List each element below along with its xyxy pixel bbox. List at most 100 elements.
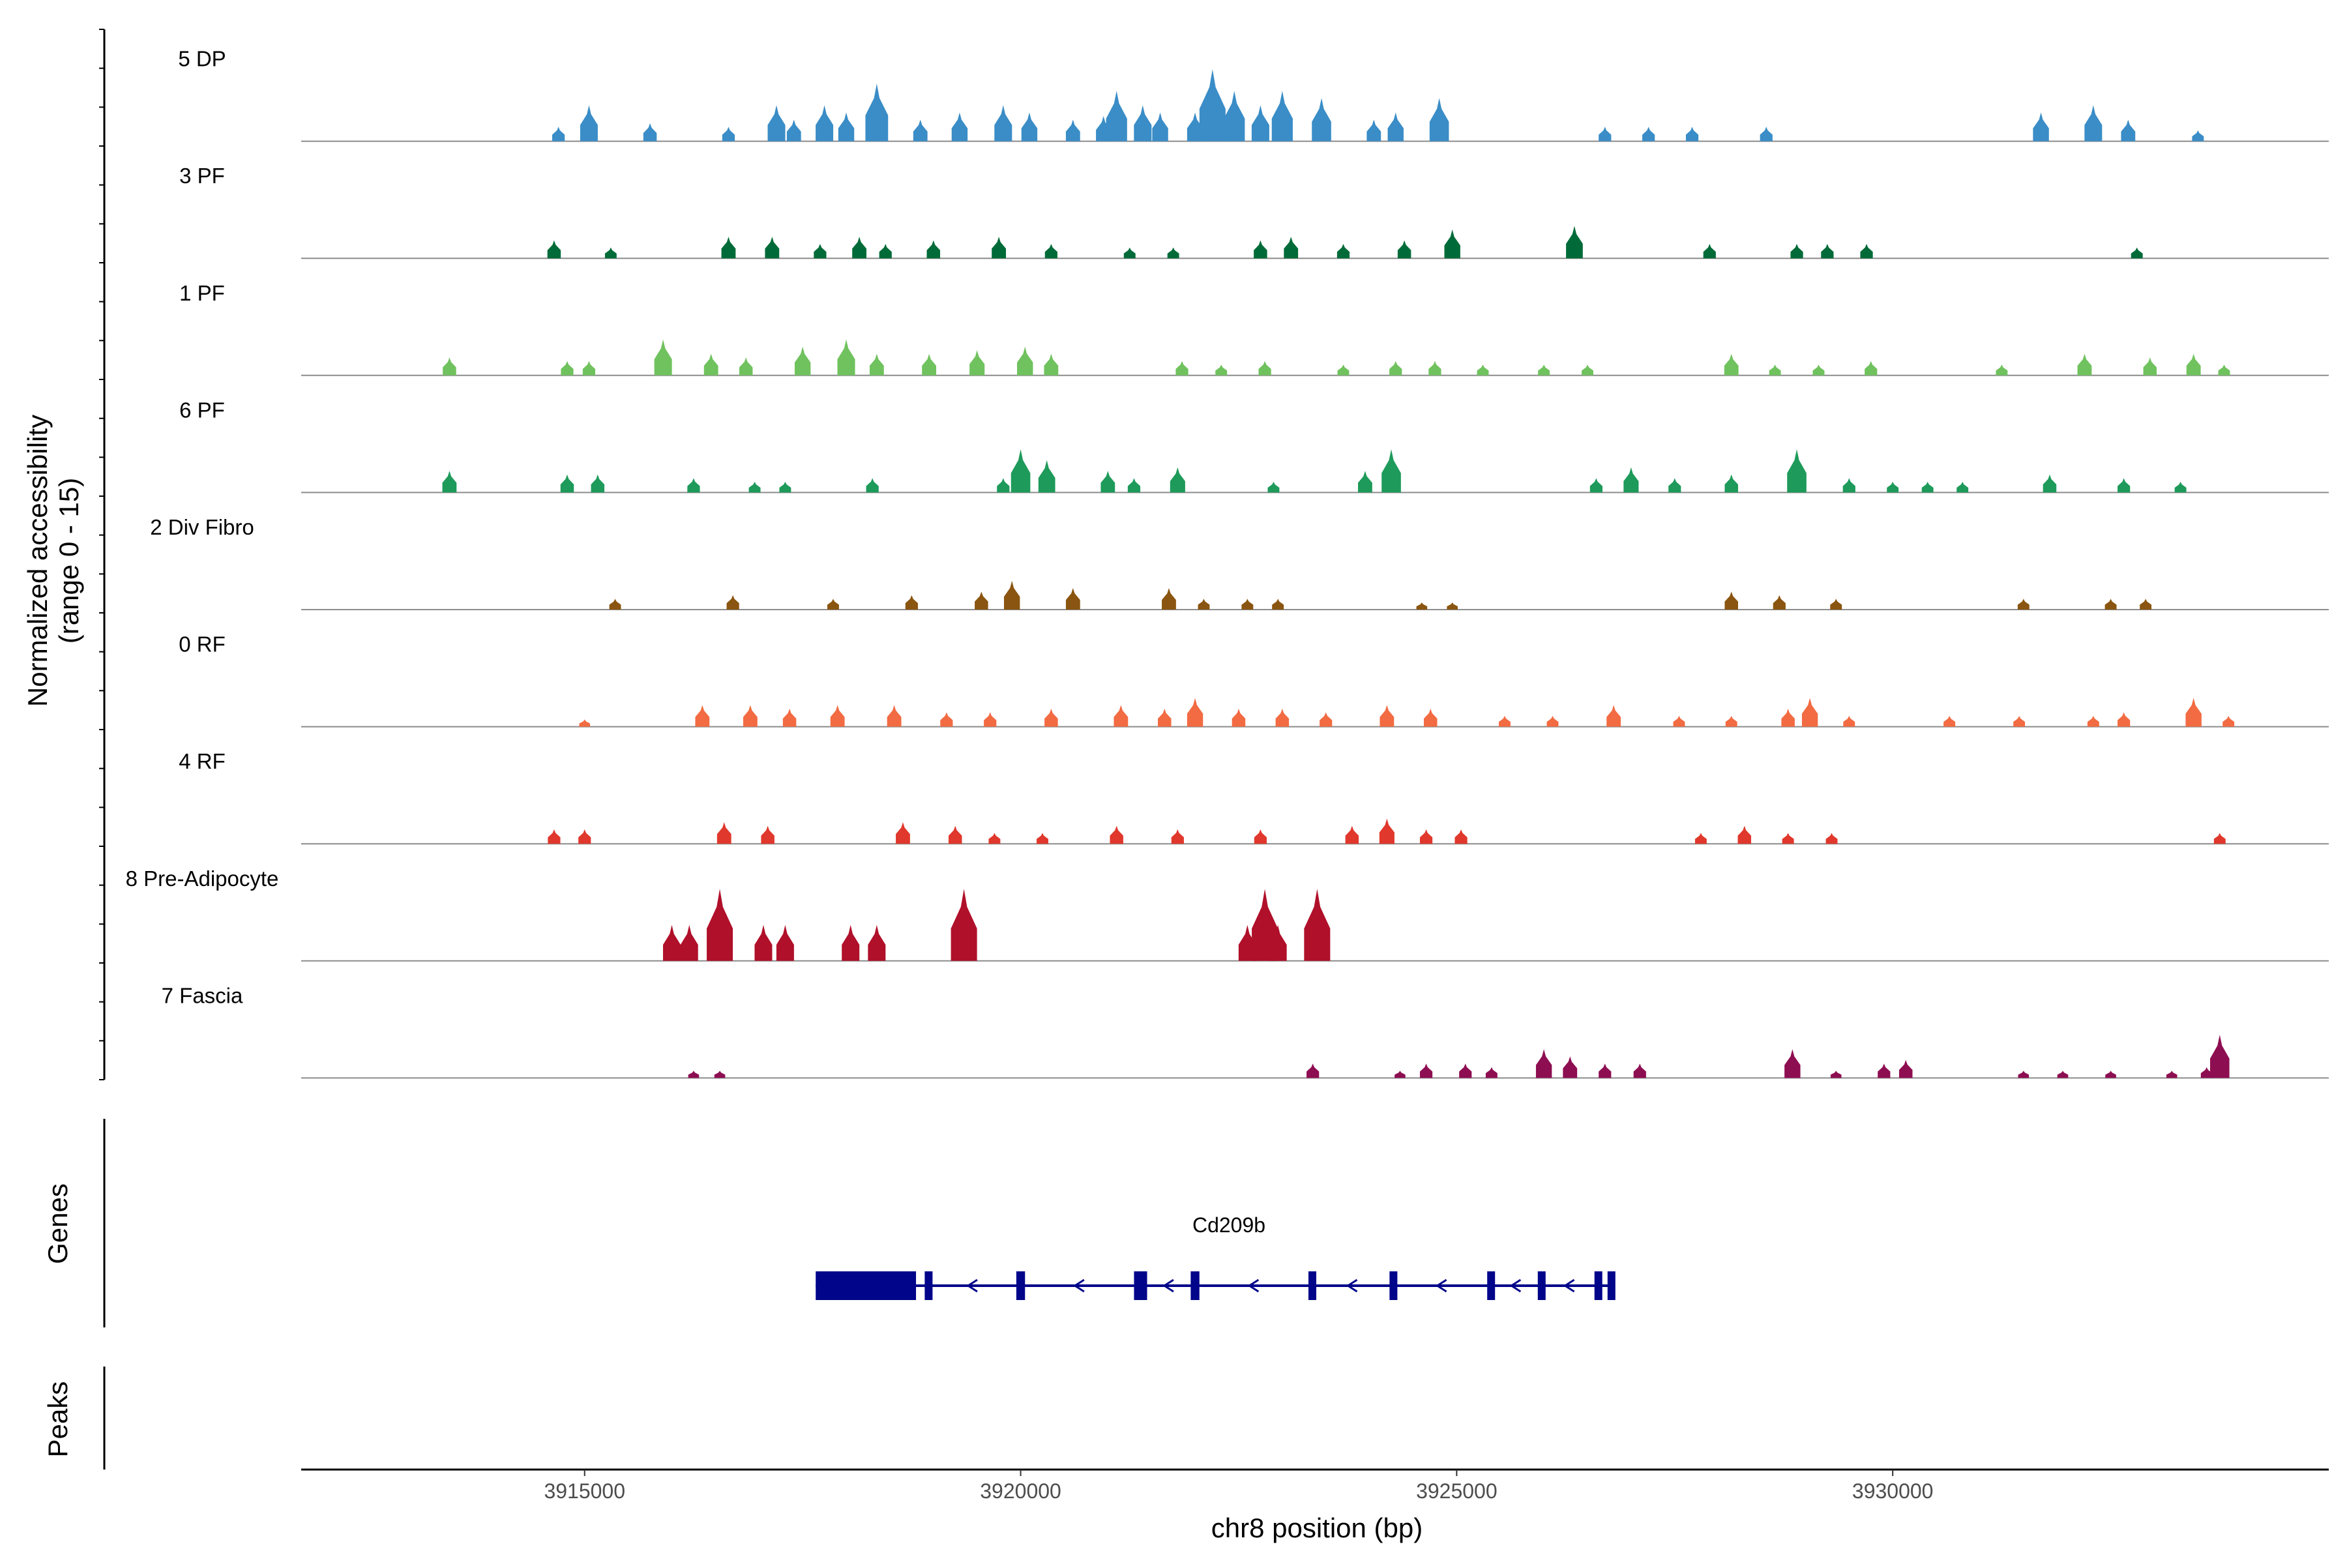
- coverage-peak-3-pf: [1860, 244, 1873, 259]
- coverage-peak-6-pf: [687, 478, 700, 493]
- coverage-peak-7-fascia: [688, 1071, 700, 1078]
- coverage-peak-3-pf: [547, 240, 561, 259]
- coverage-peak-1-pf: [794, 346, 811, 376]
- x-tick-label: 3925000: [1416, 1479, 1498, 1503]
- coverage-peak-5-dp: [2192, 130, 2204, 141]
- coverage-peak-8-pre-adipocyte: [680, 925, 698, 961]
- coverage-peak-5-dp: [1429, 98, 1449, 141]
- coverage-peak-1-pf: [1428, 361, 1441, 376]
- coverage-peak-6-pf: [866, 478, 879, 493]
- coverage-peak-8-pre-adipocyte: [754, 925, 773, 961]
- coverage-peak-0-rf: [2118, 712, 2131, 727]
- coverage-peak-3-pf: [992, 237, 1007, 259]
- track-label-6-pf: 6 PF: [179, 398, 225, 422]
- track-5-dp: 5 DP: [178, 47, 2329, 142]
- coverage-peak-5-dp: [1187, 112, 1203, 141]
- coverage-peak-1-pf: [1044, 353, 1059, 376]
- coverage-peak-0-rf: [2013, 716, 2026, 727]
- coverage-peak-6-pf: [1668, 478, 1681, 493]
- coverage-peak-0-rf: [1232, 709, 1246, 727]
- coverage-peak-2-div-fibro: [1447, 602, 1458, 610]
- coverage-peak-5-dp: [643, 123, 657, 141]
- strand-arrow-icon: [1563, 1279, 1575, 1293]
- coverage-peak-0-rf: [1187, 698, 1203, 727]
- coverage-peak-4-rf: [761, 825, 775, 844]
- coverage-peak-1-pf: [2186, 353, 2201, 376]
- coverage-peak-6-pf: [1381, 449, 1401, 493]
- coverage-peak-6-pf: [779, 481, 791, 493]
- coverage-peak-0-rf: [1546, 716, 1559, 727]
- coverage-peak-0-rf: [830, 705, 845, 727]
- track-label-2-div-fibro: 2 Div Fibro: [150, 515, 254, 539]
- track-4-rf: 4 RF: [179, 749, 2329, 845]
- gene-exon: [1594, 1271, 1602, 1300]
- coverage-peak-4-rf: [1454, 829, 1468, 844]
- coverage-peak-7-fascia: [1563, 1056, 1578, 1078]
- coverage-peak-3-pf: [1397, 240, 1411, 259]
- coverage-peak-0-rf: [1606, 705, 1621, 727]
- coverage-peak-7-fascia: [1633, 1063, 1646, 1078]
- coverage-peak-4-rf: [896, 822, 910, 844]
- coverage-peak-0-rf: [1275, 709, 1290, 727]
- coverage-peak-0-rf: [1114, 705, 1129, 727]
- coverage-peak-2-div-fibro: [2017, 599, 2030, 610]
- gene-model: [816, 1271, 1616, 1300]
- coverage-peak-7-fascia: [2209, 1035, 2230, 1078]
- coverage-peak-2-div-fibro: [827, 599, 839, 610]
- coverage-peak-8-pre-adipocyte: [951, 889, 977, 961]
- coverage-peak-6-pf: [1887, 481, 1899, 493]
- coverage-peak-6-pf: [560, 474, 574, 493]
- x-tick-label: 3915000: [544, 1479, 625, 1503]
- coverage-peak-3-pf: [1167, 247, 1179, 259]
- track-3-pf: 3 PF: [179, 164, 2329, 259]
- coverage-peak-1-pf: [561, 361, 574, 376]
- peaks-track-title: Peaks: [42, 1382, 73, 1458]
- coverage-peak-0-rf: [2185, 698, 2202, 727]
- coverage-peak-5-dp: [2033, 112, 2049, 141]
- coverage-peak-1-pf: [1215, 364, 1228, 376]
- coverage-peak-7-fascia: [1485, 1067, 1498, 1078]
- coverage-peak-7-fascia: [2166, 1071, 2177, 1078]
- coverage-peak-0-rf: [887, 705, 902, 727]
- coverage-peak-5-dp: [951, 112, 968, 141]
- coverage-peak-0-rf: [1423, 709, 1438, 727]
- coverage-peak-5-dp: [1599, 126, 1612, 141]
- coverage-peak-5-dp: [1271, 91, 1293, 141]
- coverage-peak-8-pre-adipocyte: [842, 925, 860, 961]
- coverage-peak-6-pf: [1842, 478, 1855, 493]
- coverage-peak-1-pf: [1337, 364, 1350, 376]
- coverage-peak-1-pf: [922, 353, 936, 376]
- coverage-peak-2-div-fibro: [1724, 591, 1738, 610]
- y-axis-title: Normalized accessibility (range 0 - 15): [22, 415, 84, 707]
- strand-arrow-icon: [966, 1279, 978, 1293]
- coverage-peak-0-rf: [1781, 709, 1795, 727]
- track-label-1-pf: 1 PF: [179, 281, 225, 305]
- gene-exon: [1607, 1271, 1616, 1300]
- coverage-peak-4-rf: [1254, 829, 1267, 844]
- track-label-3-pf: 3 PF: [179, 164, 225, 188]
- coverage-peak-1-pf: [1538, 364, 1550, 376]
- coverage-peak-1-pf: [969, 350, 985, 376]
- coverage-peak-6-pf: [748, 481, 761, 493]
- coverage-peak-7-fascia: [2200, 1067, 2213, 1078]
- coverage-peak-5-dp: [2084, 105, 2103, 141]
- coverage-peak-1-pf: [1769, 364, 1781, 376]
- coverage-peak-7-fascia: [1784, 1049, 1801, 1078]
- coverage-peak-4-rf: [1345, 825, 1359, 844]
- coverage-peak-1-pf: [1258, 361, 1271, 376]
- coverage-peak-7-fascia: [1395, 1071, 1406, 1078]
- coverage-peak-3-pf: [1444, 229, 1460, 259]
- coverage-peak-6-pf: [1787, 449, 1807, 493]
- coverage-peak-4-rf: [948, 825, 962, 844]
- coverage-peak-6-pf: [1011, 449, 1031, 493]
- gene-exon: [1134, 1271, 1147, 1300]
- coverage-peak-5-dp: [1312, 98, 1331, 141]
- coverage-peak-6-pf: [1100, 471, 1115, 493]
- coverage-peak-5-dp: [1251, 105, 1269, 141]
- coverage-peak-0-rf: [940, 712, 953, 727]
- coverage-peak-4-rf: [578, 829, 591, 844]
- coverage-peak-3-pf: [814, 244, 827, 259]
- coverage-peak-1-pf: [1389, 361, 1402, 376]
- strand-arrow-icon: [1073, 1279, 1085, 1293]
